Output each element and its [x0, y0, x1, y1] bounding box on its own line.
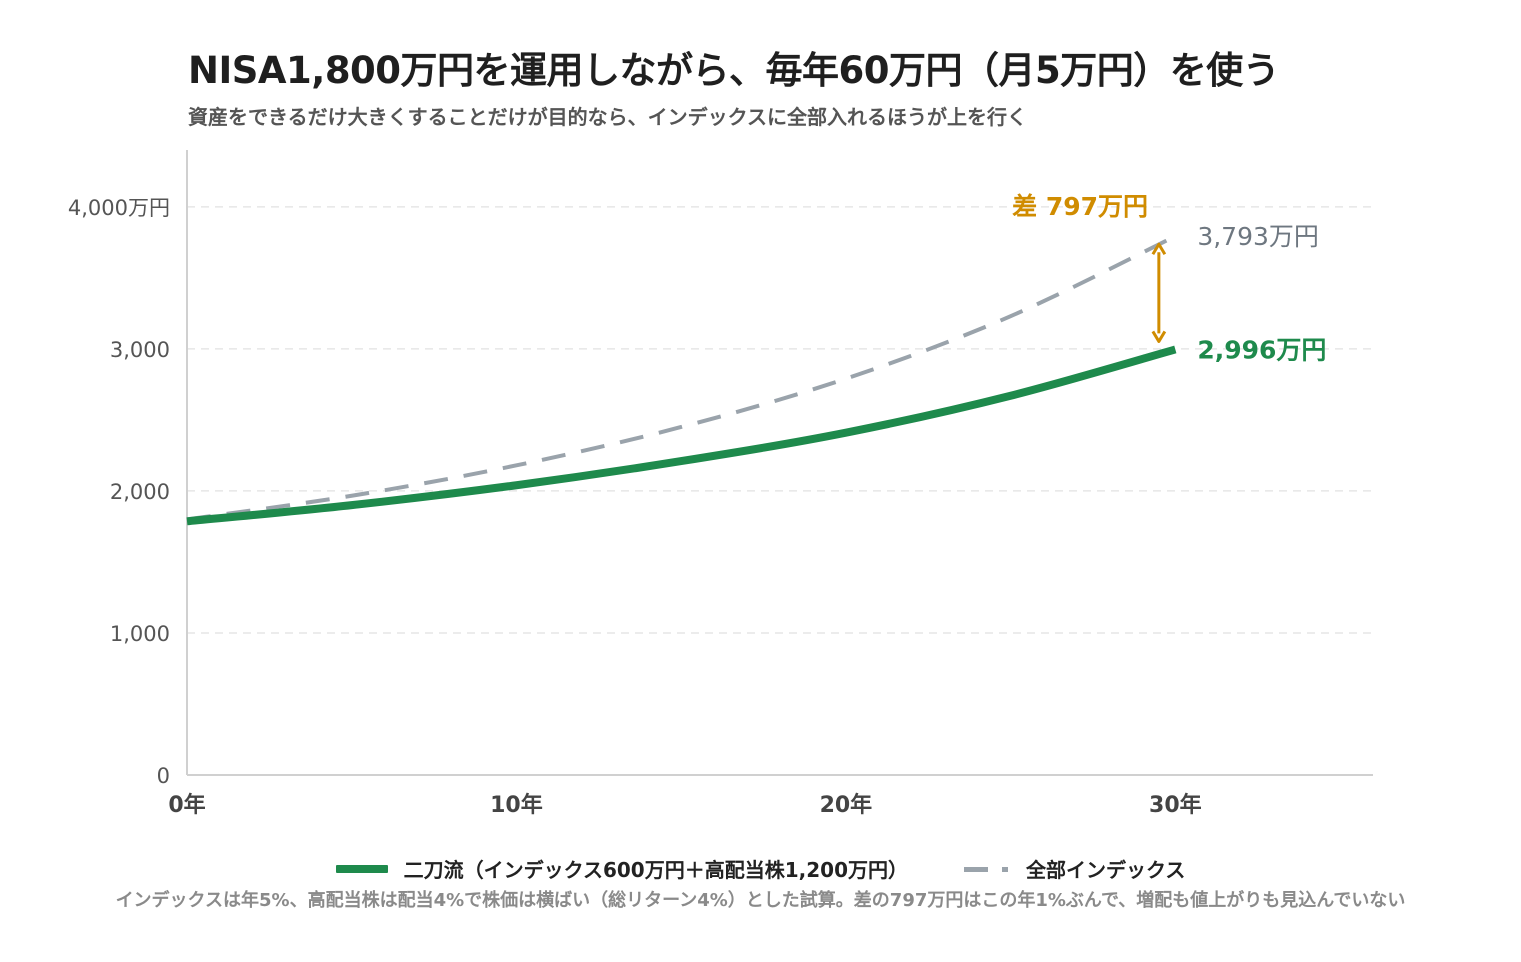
y-tick-label: 1,000: [110, 622, 170, 646]
series-line-nitoryu: [186, 345, 1177, 526]
x-tick-label: 20年: [820, 792, 873, 818]
diff-arrow-head-up: [1151, 242, 1167, 255]
y-tick-label: 4,000万円: [68, 196, 170, 220]
legend: 二刀流（インデックス600万円＋高配当株1,200万円） 全部インデックス: [0, 854, 1521, 883]
legend-swatch-solid: [335, 864, 388, 873]
footnote: インデックスは年5%、高配当株は配当4%で株価は横ばい（総リターン4%）とした試…: [115, 890, 1406, 911]
chart-subtitle: 資産をできるだけ大きくすることだけが目的なら、インデックスに全部入れるほうが上を…: [188, 105, 1027, 129]
legend-item-nitoryu: 二刀流（インデックス600万円＋高配当株1,200万円）: [335, 854, 908, 883]
x-tick-label: 30年: [1149, 792, 1202, 818]
diff-annotation-label: 差 797万円: [1012, 192, 1148, 221]
legend-item-index: 全部インデックス: [964, 854, 1185, 883]
x-tick-label: 10年: [490, 792, 543, 818]
end-label-index: 3,793万円: [1197, 222, 1319, 251]
legend-label-index: 全部インデックス: [1026, 858, 1186, 882]
legend-swatch-dashed: [964, 865, 1010, 873]
y-tick-label: 2,000: [110, 480, 170, 504]
x-tick-label: 0年: [168, 792, 205, 818]
legend-label-nitoryu: 二刀流（インデックス600万円＋高配当株1,200万円）: [403, 858, 908, 882]
chart-title: NISA1,800万円を運用しながら、毎年60万円（月5万円）を使う: [188, 49, 1280, 92]
y-tick-label: 3,000: [110, 338, 170, 362]
series-line-index: [186, 234, 1177, 522]
end-label-nitoryu: 2,996万円: [1197, 335, 1326, 364]
y-tick-label: 0: [157, 764, 170, 788]
diff-arrow-head-down: [1151, 330, 1167, 343]
